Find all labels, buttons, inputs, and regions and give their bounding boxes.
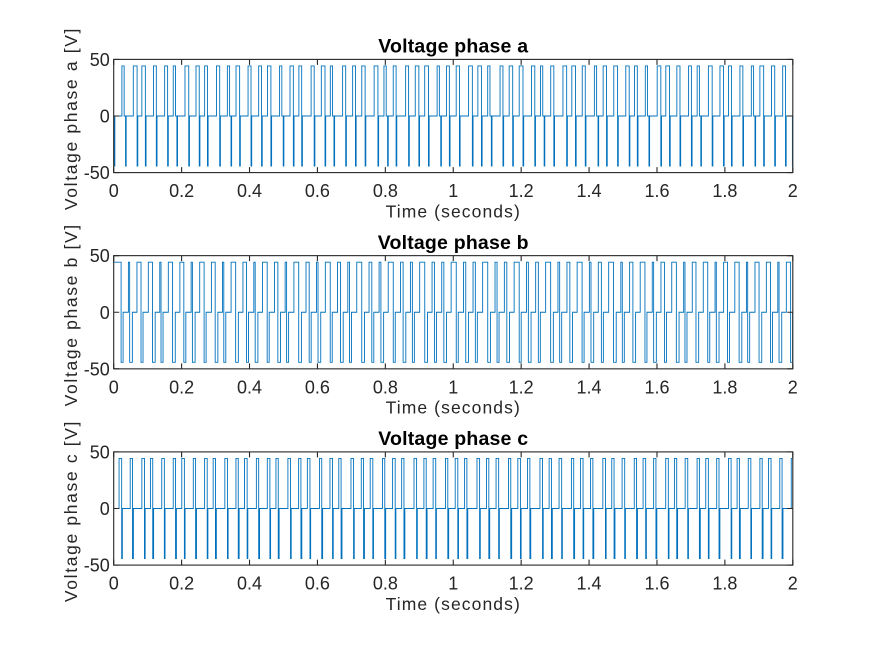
svg-text:1.6: 1.6: [644, 574, 669, 594]
svg-text:Time (seconds): Time (seconds): [386, 201, 521, 221]
svg-text:1.4: 1.4: [577, 574, 602, 594]
svg-text:0: 0: [109, 574, 119, 594]
svg-text:0.6: 0.6: [305, 181, 330, 201]
svg-text:1: 1: [448, 181, 458, 201]
svg-text:0: 0: [109, 181, 119, 201]
svg-text:1.8: 1.8: [712, 181, 737, 201]
svg-text:1.4: 1.4: [577, 377, 602, 397]
svg-text:1.2: 1.2: [509, 574, 534, 594]
svg-text:50: 50: [90, 50, 110, 70]
svg-text:1: 1: [448, 574, 458, 594]
svg-text:-50: -50: [84, 556, 110, 576]
svg-text:0.8: 0.8: [373, 377, 398, 397]
svg-text:0: 0: [109, 377, 119, 397]
svg-text:1.6: 1.6: [644, 377, 669, 397]
svg-text:0.6: 0.6: [305, 574, 330, 594]
svg-text:Voltage phase b: Voltage phase b: [378, 232, 529, 254]
svg-text:1.6: 1.6: [644, 181, 669, 201]
svg-text:1.8: 1.8: [712, 377, 737, 397]
svg-text:0: 0: [100, 107, 110, 127]
svg-text:0.6: 0.6: [305, 377, 330, 397]
svg-text:Time (seconds): Time (seconds): [386, 398, 521, 418]
svg-text:0.2: 0.2: [169, 377, 194, 397]
svg-text:0.4: 0.4: [237, 574, 262, 594]
svg-text:50: 50: [90, 442, 110, 462]
svg-text:0.2: 0.2: [169, 181, 194, 201]
svg-text:1.4: 1.4: [577, 181, 602, 201]
svg-text:-50: -50: [84, 359, 110, 379]
svg-text:Voltage phase c [V]: Voltage phase c [V]: [61, 420, 81, 602]
svg-text:-50: -50: [84, 163, 110, 183]
svg-text:Voltage phase a [V]: Voltage phase a [V]: [61, 27, 81, 210]
svg-text:0.8: 0.8: [373, 574, 398, 594]
svg-text:Voltage phase a: Voltage phase a: [378, 36, 528, 58]
svg-text:1: 1: [448, 377, 458, 397]
svg-text:Time (seconds): Time (seconds): [386, 594, 521, 614]
svg-text:2: 2: [788, 377, 798, 397]
svg-text:0.8: 0.8: [373, 181, 398, 201]
svg-text:2: 2: [788, 181, 798, 201]
svg-text:50: 50: [90, 246, 110, 266]
svg-text:0: 0: [100, 499, 110, 519]
svg-text:1.2: 1.2: [509, 377, 534, 397]
svg-text:2: 2: [788, 574, 798, 594]
svg-text:Voltage phase b [V]: Voltage phase b [V]: [61, 223, 81, 406]
svg-text:0.2: 0.2: [169, 574, 194, 594]
svg-text:0.4: 0.4: [237, 181, 262, 201]
svg-text:0: 0: [100, 303, 110, 323]
svg-text:1.8: 1.8: [712, 574, 737, 594]
svg-text:Voltage phase c: Voltage phase c: [378, 428, 528, 450]
svg-text:1.2: 1.2: [509, 181, 534, 201]
svg-text:0.4: 0.4: [237, 377, 262, 397]
